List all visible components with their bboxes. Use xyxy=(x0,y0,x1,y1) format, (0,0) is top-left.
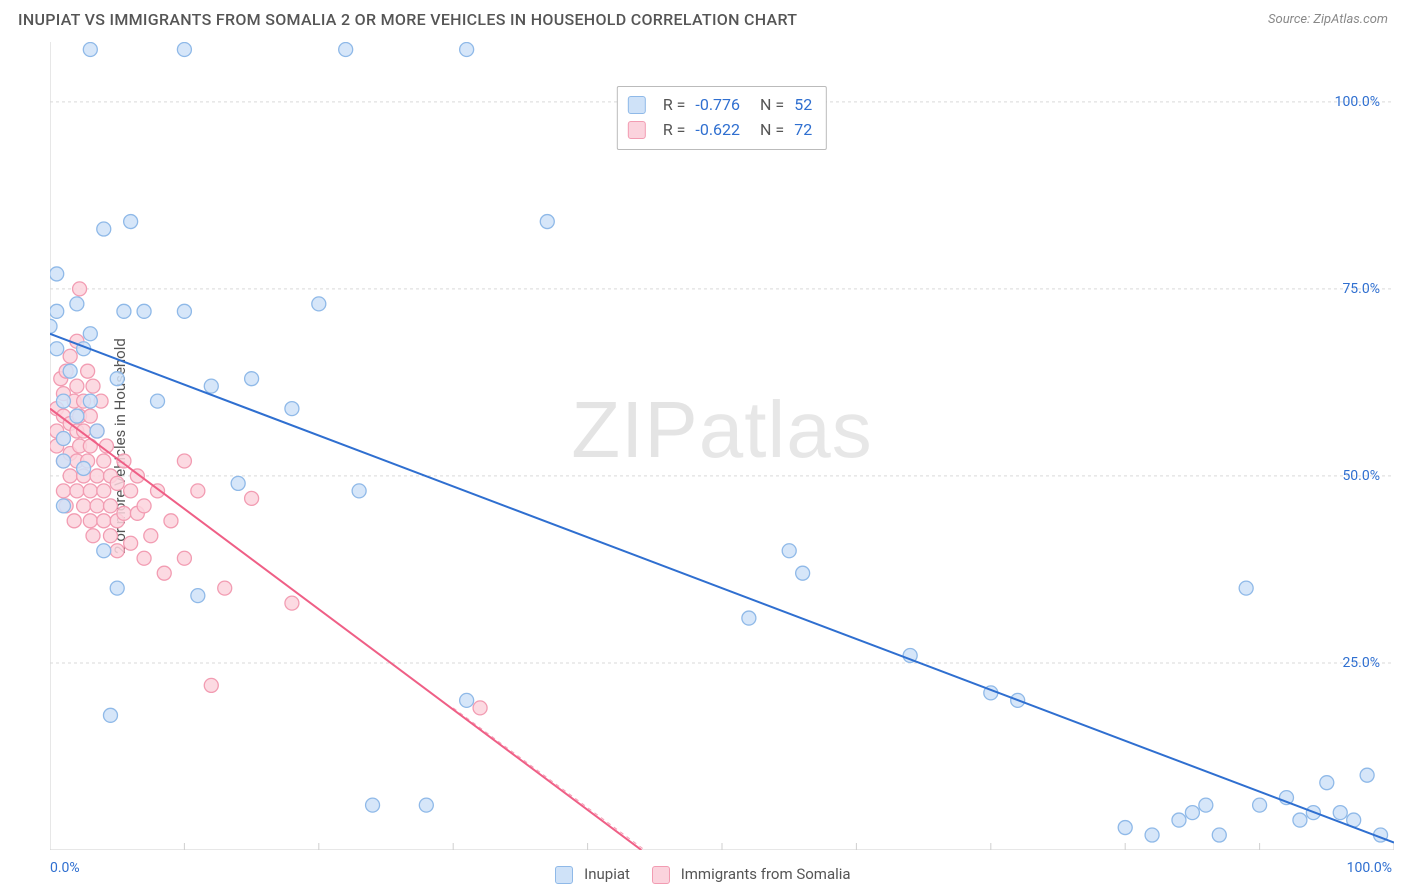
correlation-legend-row: R = -0.776 N = 52 xyxy=(628,93,812,118)
legend-swatch-somalia xyxy=(652,866,670,884)
n-value-series-1: 72 xyxy=(794,118,812,143)
n-value-series-0: 52 xyxy=(794,93,812,118)
chart-title: INUPIAT VS IMMIGRANTS FROM SOMALIA 2 OR … xyxy=(18,10,797,29)
y-tick-label: 75.0% xyxy=(1342,281,1380,297)
header: INUPIAT VS IMMIGRANTS FROM SOMALIA 2 OR … xyxy=(0,0,1406,35)
source-attribution: Source: ZipAtlas.com xyxy=(1268,12,1388,27)
legend-swatch-inupiat xyxy=(555,866,573,884)
legend-swatch-series-0 xyxy=(628,96,646,114)
legend-label: Inupiat xyxy=(584,865,630,883)
y-tick-label: 100.0% xyxy=(1335,94,1380,110)
y-tick-label: 25.0% xyxy=(1342,655,1380,671)
plot-area: ZIPatlas R = -0.776 N = 52 R = -0.622 N … xyxy=(50,42,1394,850)
legend-item-inupiat: Inupiat xyxy=(555,865,630,884)
r-value-series-1: -0.622 xyxy=(695,118,740,143)
legend-swatch-series-1 xyxy=(628,121,646,139)
series-legend: Inupiat Immigrants from Somalia xyxy=(0,865,1406,884)
legend-label: Immigrants from Somalia xyxy=(681,865,851,883)
r-value-series-0: -0.776 xyxy=(695,93,740,118)
scatter-plot-svg xyxy=(50,42,1394,850)
correlation-legend-row: R = -0.622 N = 72 xyxy=(628,118,812,143)
legend-item-somalia: Immigrants from Somalia xyxy=(652,865,851,884)
y-tick-label: 50.0% xyxy=(1342,468,1380,484)
correlation-legend: R = -0.776 N = 52 R = -0.622 N = 72 xyxy=(617,86,827,150)
